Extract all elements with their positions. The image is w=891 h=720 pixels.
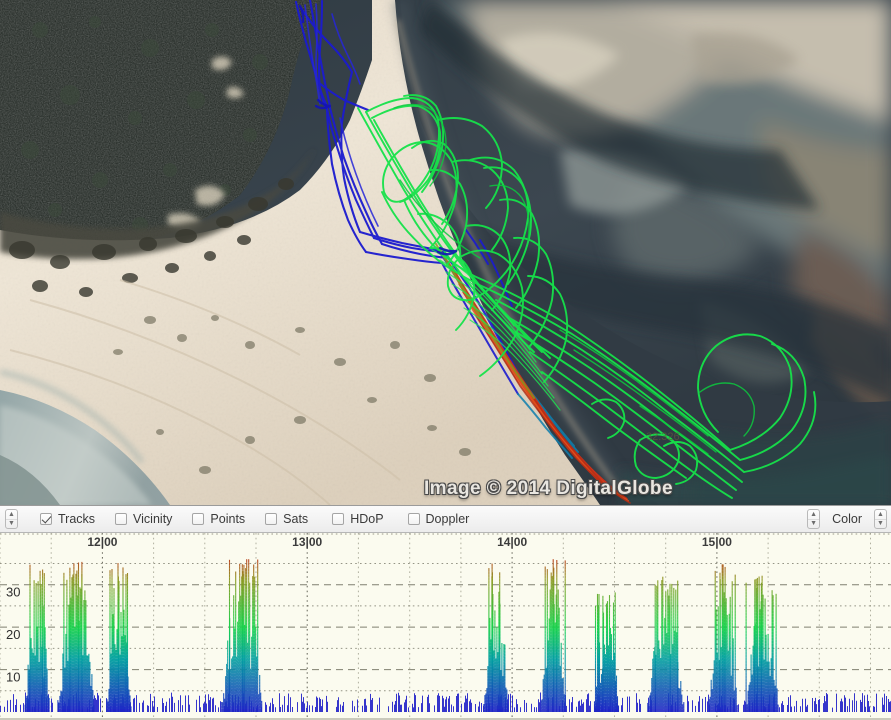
- checkbox-vicinity-box[interactable]: [115, 513, 128, 525]
- checkbox-points[interactable]: Points: [192, 512, 245, 526]
- gps-track-overlay: [294, 0, 817, 504]
- checkbox-vicinity-label: Vicinity: [133, 512, 173, 526]
- checkbox-tracks-label: Tracks: [58, 512, 96, 526]
- checkbox-hdop-box[interactable]: [332, 513, 345, 525]
- track-index-stepper[interactable]: ▲ ▼: [5, 509, 18, 529]
- checkbox-doppler[interactable]: Doppler: [407, 512, 470, 526]
- stepper-down-arrow-icon[interactable]: ▼: [810, 520, 818, 528]
- stepper-up-arrow-icon[interactable]: ▲: [6, 510, 17, 520]
- checkbox-points-label: Points: [210, 512, 246, 526]
- stepper-up-arrow-icon[interactable]: ▲: [808, 510, 820, 520]
- color-mode-label: Color: [832, 512, 862, 526]
- checkbox-sats[interactable]: Sats: [265, 512, 308, 526]
- stepper-down-arrow-icon[interactable]: ▼: [877, 520, 884, 528]
- checkbox-sats-label: Sats: [283, 512, 309, 526]
- checkbox-tracks[interactable]: Tracks: [40, 512, 95, 526]
- speed-profile-chart[interactable]: 10 20 30 12|00 13|00 14|00 15|00: [0, 533, 891, 720]
- checkbox-doppler-box[interactable]: [407, 513, 420, 525]
- map-pane[interactable]: Image © 2014 DigitalGlobe 32.326: [0, 0, 891, 505]
- display-options-toolbar: ▲ ▼ Tracks Vicinity Points Sats HDo: [0, 505, 891, 533]
- checkbox-hdop-label: HDoP: [350, 512, 384, 526]
- stepper-down-arrow-icon[interactable]: ▼: [8, 520, 15, 528]
- color-mode-control: ▲ ▼ Color ▲ ▼: [807, 509, 891, 529]
- color-mode-stepper-right[interactable]: ▲ ▼: [874, 509, 887, 529]
- checkbox-doppler-label: Doppler: [425, 512, 470, 526]
- color-mode-stepper-left[interactable]: ▲ ▼: [807, 509, 821, 529]
- checkbox-vicinity[interactable]: Vicinity: [115, 512, 172, 526]
- checkbox-tracks-box[interactable]: [40, 513, 52, 525]
- stepper-up-arrow-icon[interactable]: ▲: [875, 510, 886, 520]
- checkbox-sats-box[interactable]: [265, 513, 278, 525]
- satellite-imagery: [0, 0, 891, 505]
- checkbox-points-box[interactable]: [192, 513, 205, 525]
- checkbox-hdop[interactable]: HDoP: [332, 512, 384, 526]
- layer-checkbox-group: Tracks Vicinity Points Sats HDoP Doppler: [40, 512, 469, 526]
